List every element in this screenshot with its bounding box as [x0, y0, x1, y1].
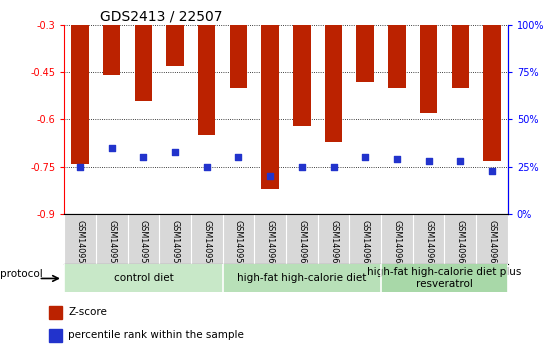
Bar: [223, 264, 381, 292]
Bar: [166, 25, 184, 66]
Text: GSM140965: GSM140965: [424, 220, 433, 269]
Text: GSM140961: GSM140961: [297, 220, 306, 268]
Bar: [49, 329, 61, 342]
Text: GSM140959: GSM140959: [234, 220, 243, 269]
Text: GSM140967: GSM140967: [488, 220, 497, 269]
Point: [297, 164, 306, 170]
Text: GSM140966: GSM140966: [456, 220, 465, 268]
Point: [488, 168, 497, 173]
Bar: [451, 25, 469, 88]
Text: percentile rank within the sample: percentile rank within the sample: [68, 330, 244, 341]
Point: [203, 164, 211, 170]
Bar: [483, 25, 501, 160]
Text: GSM140958: GSM140958: [202, 220, 211, 269]
Point: [139, 154, 148, 160]
Point: [234, 154, 243, 160]
Bar: [357, 25, 374, 81]
Point: [75, 164, 84, 170]
Bar: [261, 25, 279, 189]
Bar: [103, 25, 121, 75]
Bar: [381, 264, 508, 292]
Bar: [325, 25, 342, 142]
Bar: [293, 25, 311, 126]
Text: GSM140962: GSM140962: [329, 220, 338, 269]
Text: high-fat high-calorie diet: high-fat high-calorie diet: [237, 273, 367, 283]
Text: GSM140964: GSM140964: [392, 220, 401, 268]
Bar: [198, 25, 215, 135]
Text: protocol: protocol: [0, 269, 43, 280]
Bar: [230, 25, 247, 88]
Point: [424, 158, 433, 164]
Point: [266, 173, 275, 179]
Point: [171, 149, 180, 154]
Point: [360, 154, 369, 160]
Bar: [420, 25, 437, 113]
Point: [456, 158, 465, 164]
Text: GSM140956: GSM140956: [139, 220, 148, 269]
Bar: [134, 25, 152, 101]
Text: GSM140957: GSM140957: [171, 220, 180, 269]
Point: [329, 164, 338, 170]
Bar: [49, 306, 61, 319]
Text: high-fat high-calorie diet plus
resveratrol: high-fat high-calorie diet plus resverat…: [367, 267, 522, 289]
Text: Z-score: Z-score: [68, 307, 107, 318]
Text: GSM140960: GSM140960: [266, 220, 275, 268]
Text: GSM140955: GSM140955: [107, 220, 116, 269]
Point: [392, 156, 401, 162]
Text: control diet: control diet: [113, 273, 174, 283]
Point: [107, 145, 116, 151]
Text: GSM140963: GSM140963: [360, 220, 370, 268]
Text: GSM140954: GSM140954: [75, 220, 84, 269]
Text: GDS2413 / 22507: GDS2413 / 22507: [100, 10, 222, 24]
Bar: [71, 25, 89, 164]
Bar: [64, 264, 223, 292]
Bar: [388, 25, 406, 88]
